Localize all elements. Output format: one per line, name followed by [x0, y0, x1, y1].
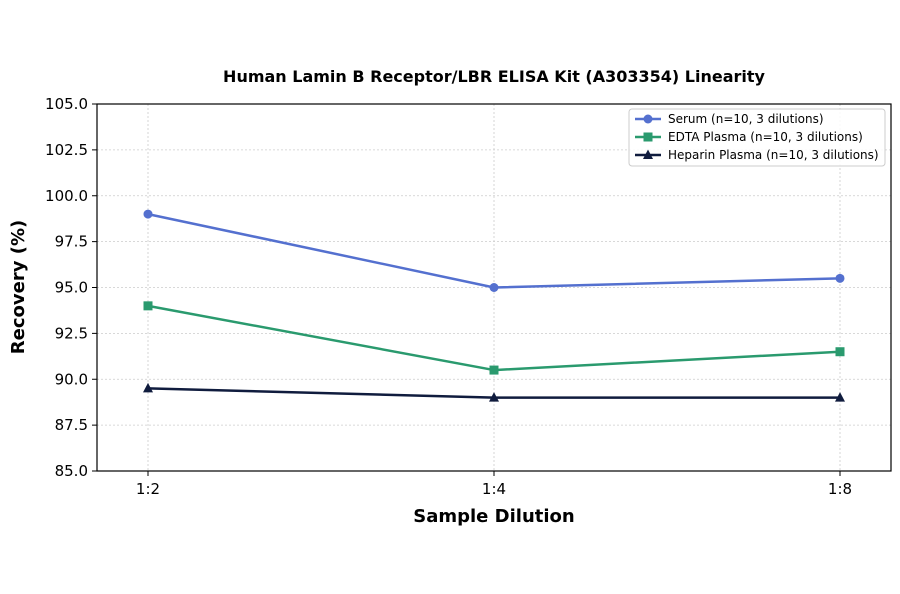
x-tick-label: 1:4: [482, 480, 506, 498]
legend-item: EDTA Plasma (n=10, 3 dilutions): [635, 130, 863, 144]
y-tick-label: 100.0: [45, 187, 88, 205]
y-tick-label: 87.5: [55, 416, 88, 434]
data-point: [835, 273, 845, 283]
series-0: [143, 209, 845, 292]
y-tick-label: 92.5: [55, 324, 88, 342]
legend-item: Heparin Plasma (n=10, 3 dilutions): [635, 148, 879, 162]
y-tick-label: 90.0: [55, 370, 88, 388]
data-point: [835, 392, 845, 402]
data-point: [489, 365, 499, 375]
x-tick-label: 1:8: [828, 480, 852, 498]
legend-marker: [643, 149, 653, 159]
x-tick-label: 1:2: [136, 480, 160, 498]
legend-item: Serum (n=10, 3 dilutions): [635, 112, 824, 126]
series-2: [143, 382, 845, 402]
series-layer: [143, 209, 845, 402]
y-tick-label: 105.0: [45, 95, 88, 113]
legend-label: Serum (n=10, 3 dilutions): [668, 112, 824, 126]
y-tick-label: 95.0: [55, 279, 88, 297]
data-point: [489, 283, 499, 292]
legend-marker: [643, 114, 653, 124]
y-tick-label: 102.5: [45, 141, 88, 159]
y-axis-label: Recovery (%): [8, 220, 29, 354]
series-1: [143, 301, 845, 375]
legend-label: EDTA Plasma (n=10, 3 dilutions): [668, 130, 863, 144]
legend-box: [628, 108, 886, 167]
legend: Serum (n=10, 3 dilutions) EDTA Plasma (n=…: [628, 108, 886, 167]
axis-ticks: 85.0 87.5 90.0 92.5 95.0 97.5 100.0 102.5 105.0 1…: [45, 95, 852, 498]
data-point: [143, 301, 153, 311]
y-tick-label: 85.0: [55, 462, 88, 480]
data-point: [489, 392, 499, 402]
data-point: [143, 209, 153, 219]
data-point: [835, 347, 845, 357]
legend-marker: [643, 132, 653, 142]
data-point: [143, 382, 153, 393]
x-axis-label: Sample Dilution: [413, 506, 574, 527]
chart-title: Human Lamin B Receptor/LBR ELISA Kit (A3…: [223, 67, 765, 86]
y-tick-label: 97.5: [55, 233, 88, 251]
legend-label: Heparin Plasma (n=10, 3 dilutions): [668, 148, 879, 162]
